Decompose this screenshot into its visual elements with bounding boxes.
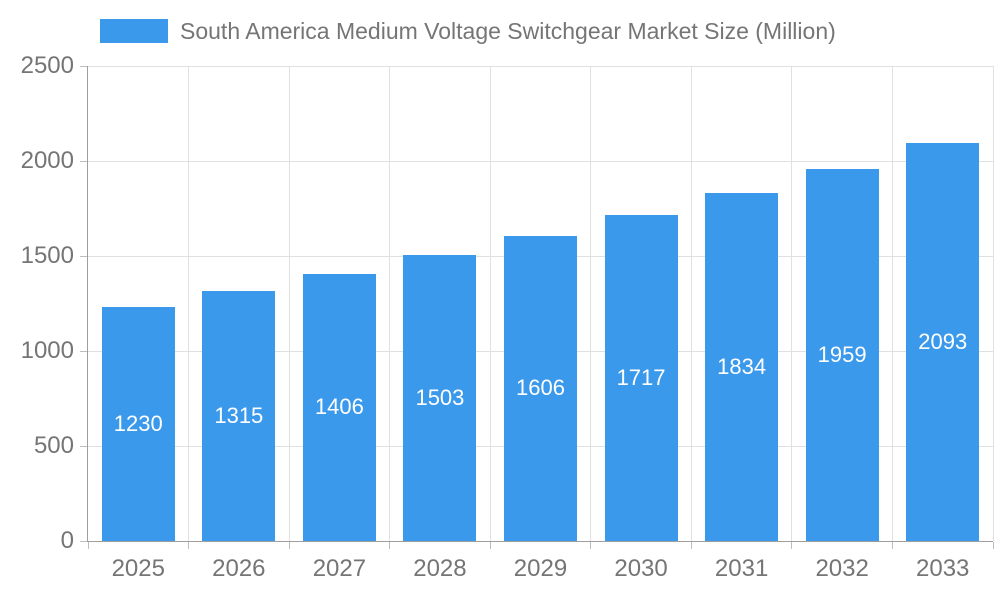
x-axis-tick <box>590 542 592 549</box>
bar-value-label: 1503 <box>415 385 465 411</box>
y-axis-label: 1000 <box>20 337 74 364</box>
v-gridline <box>288 66 290 541</box>
x-axis-label: 2032 <box>815 555 869 582</box>
x-axis-tick <box>791 542 793 549</box>
y-axis-label: 1500 <box>20 242 74 269</box>
v-gridline <box>992 66 994 541</box>
y-axis-label: 2500 <box>20 52 74 79</box>
x-axis-line <box>87 541 993 542</box>
bar-value-label: 1606 <box>516 375 565 401</box>
bar-2028[interactable]: 1503 <box>403 255 477 541</box>
y-axis-label: 500 <box>33 432 74 459</box>
y-axis-label: 0 <box>60 527 74 554</box>
x-axis-tick <box>690 542 692 549</box>
bar-2032[interactable]: 1959 <box>805 168 879 541</box>
v-gridline <box>489 66 491 541</box>
y-axis-tick <box>80 65 87 67</box>
plot-area: 0 500 1000 1500 2000 2500 1230 2025 1315 2026 1406… <box>21 53 994 582</box>
h-gridline <box>88 160 993 162</box>
x-axis-tick <box>489 542 491 549</box>
x-axis-tick <box>992 542 994 549</box>
x-axis-tick <box>288 542 290 549</box>
v-gridline <box>690 66 692 541</box>
x-axis-label: 2028 <box>413 555 467 582</box>
bar-2031[interactable]: 1834 <box>705 192 779 541</box>
x-axis-label: 2030 <box>614 555 668 582</box>
chart-title: South America Medium Voltage Switchgear … <box>180 18 836 44</box>
bar-2029[interactable]: 1606 <box>504 235 577 541</box>
v-gridline <box>389 66 391 541</box>
v-gridline <box>891 66 893 541</box>
bar-value-label: 1834 <box>717 353 767 379</box>
y-axis-tick <box>80 255 87 257</box>
bar-2026[interactable]: 1315 <box>202 291 276 541</box>
bar-2027[interactable]: 1406 <box>302 273 376 541</box>
bar-value-label: 1406 <box>314 394 364 420</box>
x-axis-label: 2027 <box>312 555 367 582</box>
x-axis-tick <box>87 542 89 549</box>
h-gridline <box>88 65 993 67</box>
bar-value-label: 1959 <box>817 341 867 367</box>
x-axis-label: 2026 <box>212 555 266 582</box>
bar-value-label: 2093 <box>918 329 968 355</box>
bar-value-label: 1717 <box>616 364 666 390</box>
bar-2030[interactable]: 1717 <box>604 214 678 541</box>
legend-item[interactable]: South America Medium Voltage Switchgear … <box>100 17 836 45</box>
x-axis-tick <box>891 542 893 549</box>
x-axis-label: 2033 <box>916 555 970 582</box>
bar-2025[interactable]: 1230 <box>101 307 175 541</box>
x-axis-tick <box>188 542 190 549</box>
x-axis-label: 2031 <box>714 555 769 582</box>
x-axis-label: 2025 <box>111 555 165 582</box>
y-axis-tick <box>80 540 87 542</box>
v-gridline <box>590 66 592 541</box>
bar-value-label: 1230 <box>113 411 163 437</box>
y-axis-line <box>87 66 88 541</box>
y-axis-tick <box>80 350 87 352</box>
x-axis-tick <box>389 542 391 549</box>
y-axis-label: 2000 <box>20 147 74 174</box>
x-axis-label: 2029 <box>513 555 568 582</box>
v-gridline <box>188 66 190 541</box>
bar-value-label: 1315 <box>214 403 264 429</box>
y-axis-tick <box>80 445 87 447</box>
v-gridline <box>791 66 793 541</box>
y-axis-tick <box>80 160 87 162</box>
bar-2033[interactable]: 2093 <box>906 143 980 541</box>
legend-swatch <box>100 19 168 43</box>
